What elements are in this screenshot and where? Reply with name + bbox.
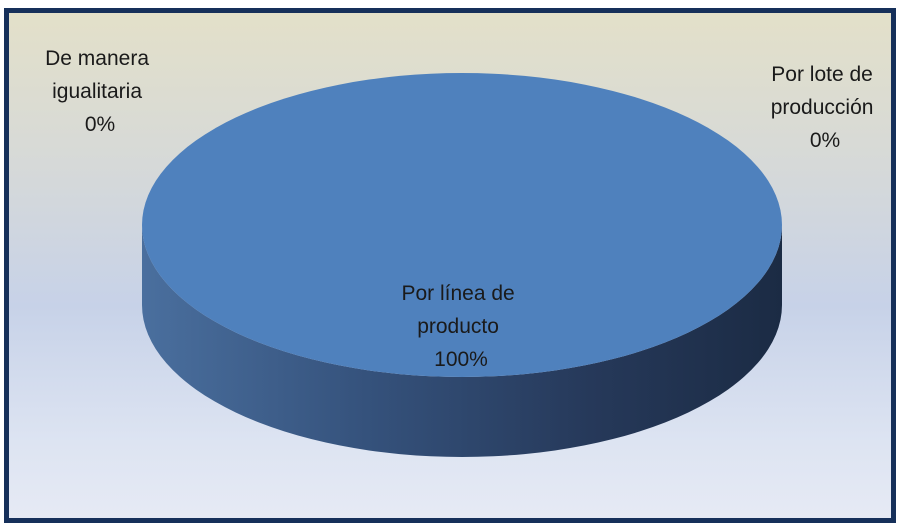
slice-label-por-linea-de-producto: Por línea de producto 100% <box>401 282 520 371</box>
pie-slice-side <box>142 225 782 457</box>
pie-slice-por-linea-de-producto <box>142 73 782 377</box>
slice-label-por-lote-de-produccion: Por lote de producción 0% <box>771 63 880 152</box>
slice-label-de-manera-igualitaria: De manera igualitaria 0% <box>45 47 155 136</box>
